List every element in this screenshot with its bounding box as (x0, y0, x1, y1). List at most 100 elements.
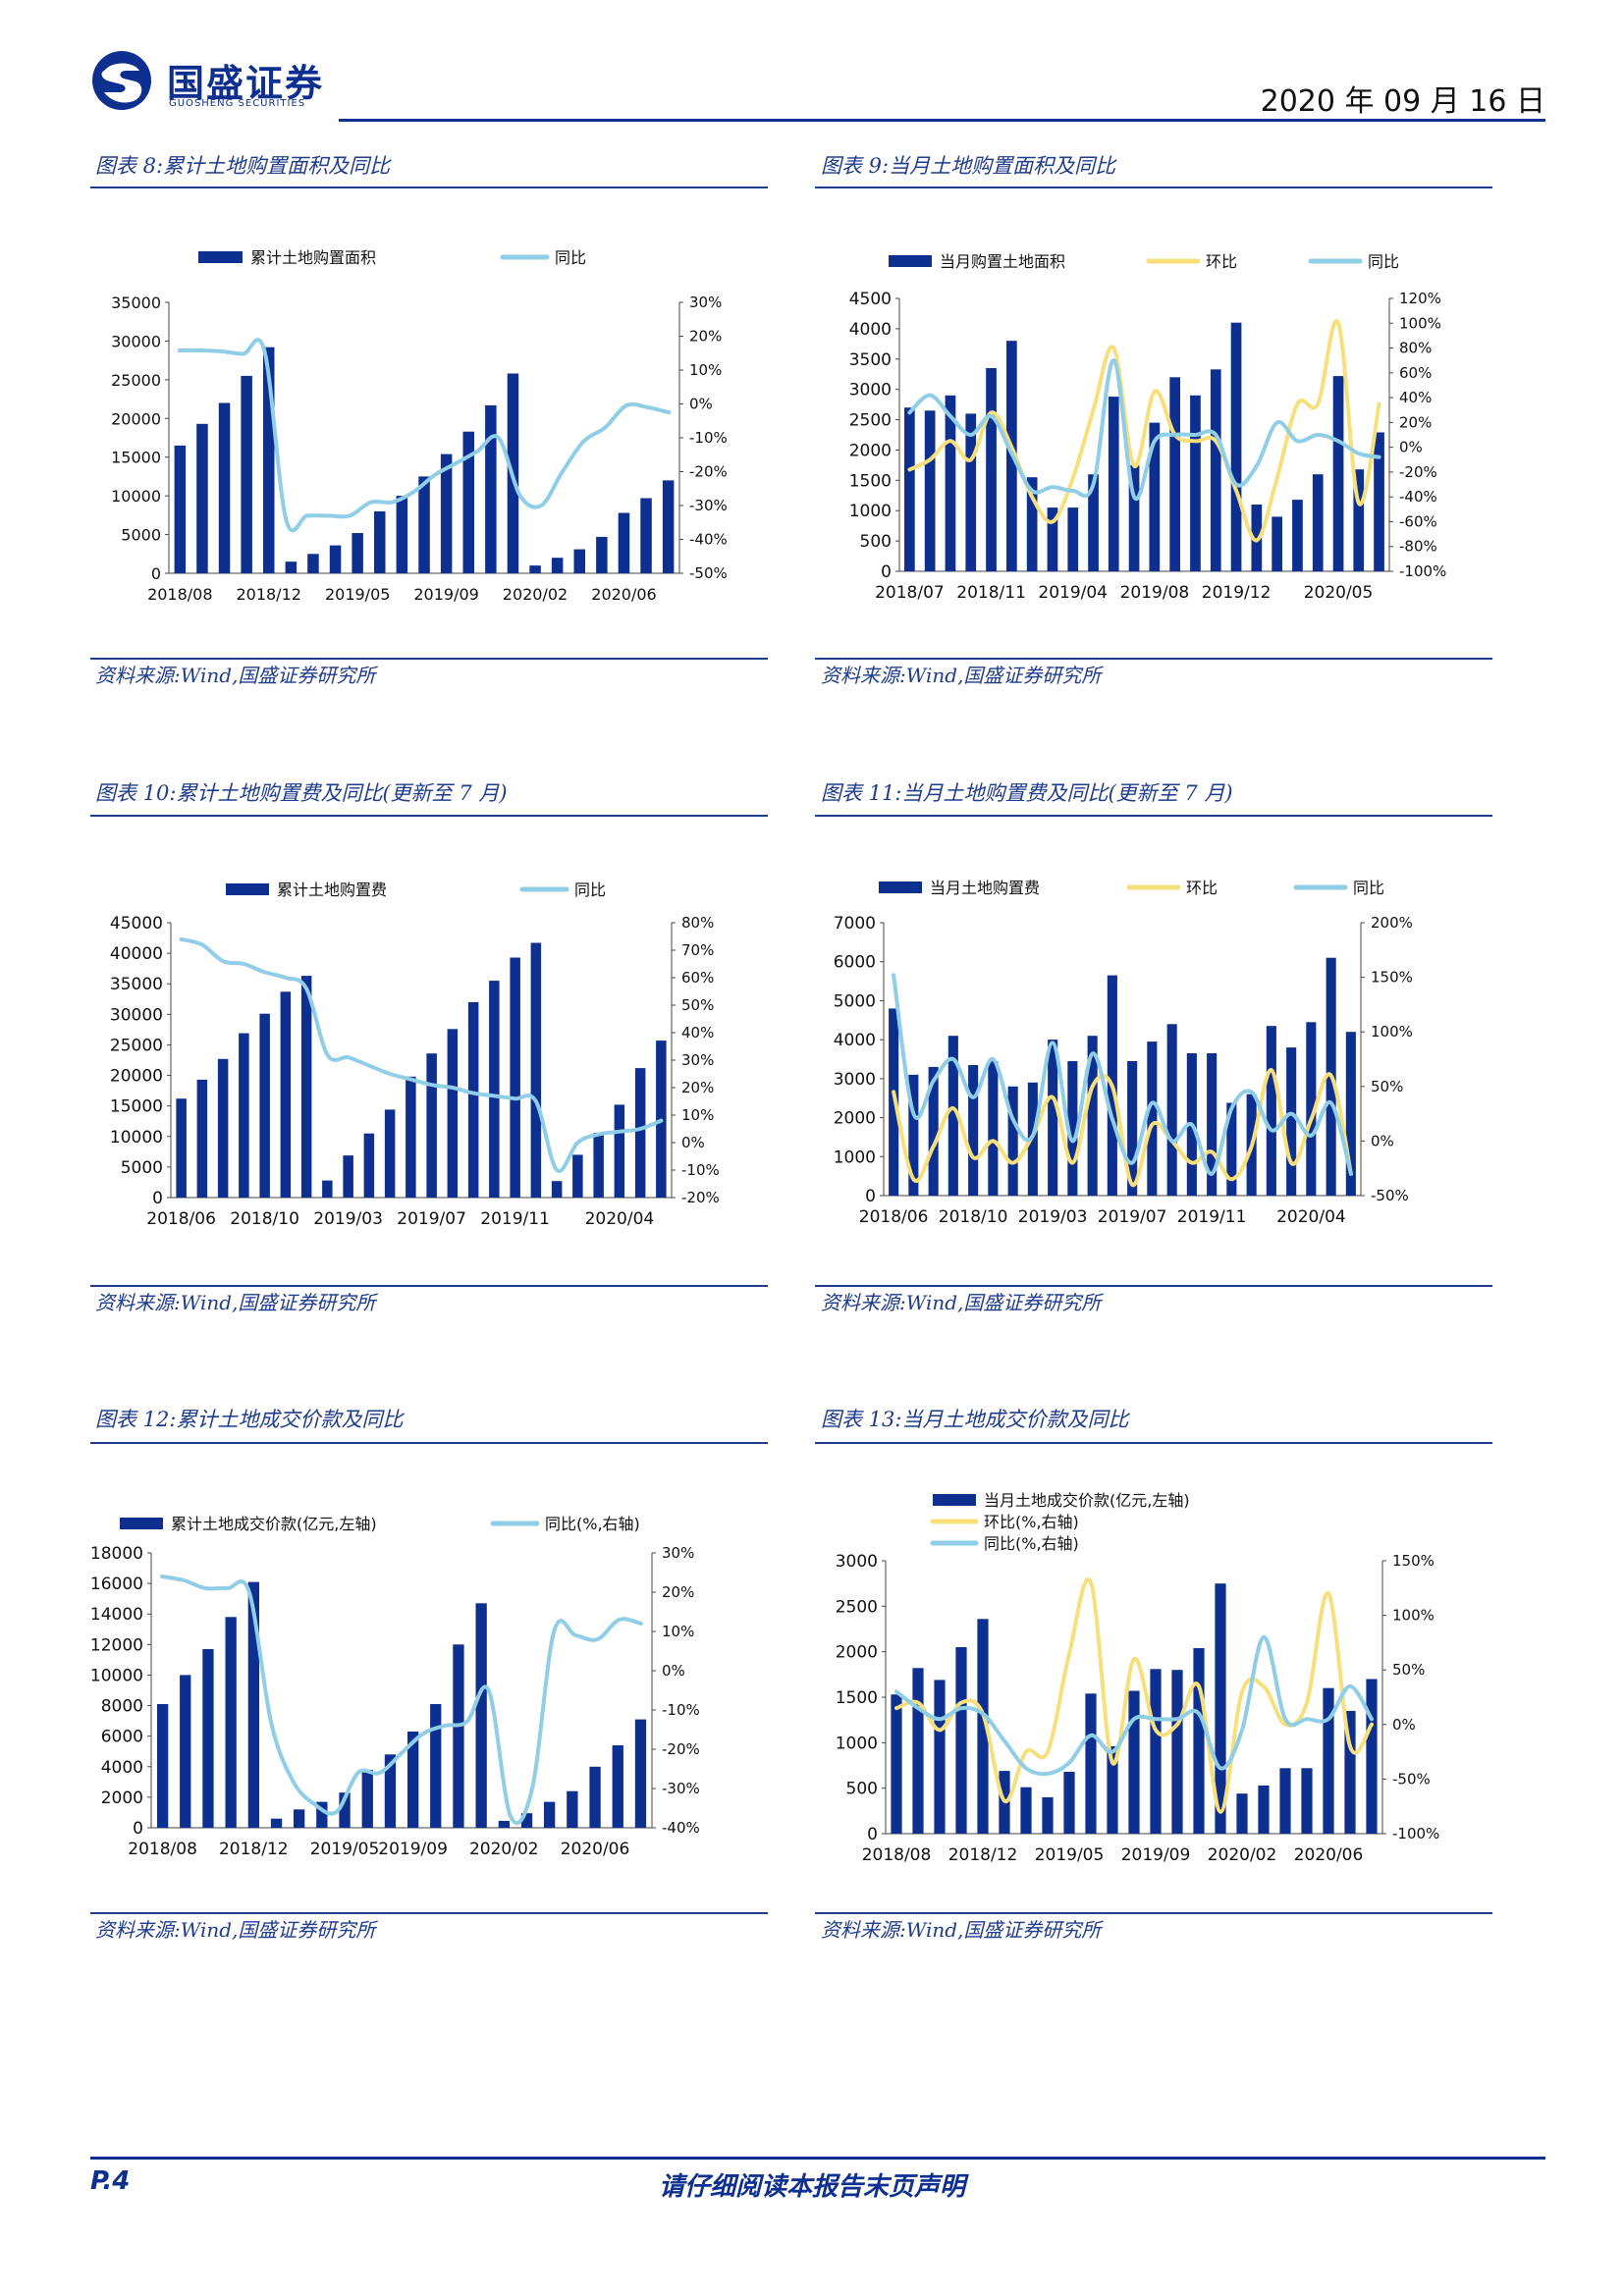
bar (1279, 1768, 1291, 1834)
y-right-tick-label: 40% (1399, 389, 1432, 406)
header-divider (339, 119, 1545, 122)
y-right-tick-label: 100% (1392, 1607, 1435, 1625)
y-left-tick-label: 2500 (836, 1597, 878, 1617)
bar (618, 512, 630, 573)
y-left-tick-label: 10000 (90, 1666, 143, 1685)
bar (1020, 1787, 1032, 1834)
chart-land-fee-monthly: 0 1000 2000 3000 4000 5000 6000 7000 -50% 0% 50% 10… (834, 879, 1413, 1227)
bar (1266, 1026, 1276, 1196)
y-right-tick-label: 10% (689, 361, 722, 379)
y-left-tick-label: 2000 (101, 1789, 143, 1808)
bar (1128, 1690, 1140, 1834)
y-right-tick-label: 50% (1371, 1078, 1403, 1095)
series-line-mom (892, 1068, 1353, 1187)
bar (343, 1155, 353, 1198)
y-left-tick-label: 0 (152, 1189, 163, 1208)
x-tick-label: 2019/07 (1098, 1207, 1167, 1227)
bar (440, 454, 453, 573)
bar (1332, 376, 1344, 571)
bar (1171, 1670, 1183, 1834)
x-tick-label: 2020/04 (585, 1209, 655, 1229)
y-right-tick-label: -10% (689, 429, 728, 447)
bar (1210, 369, 1221, 571)
x-tick-label: 2019/09 (1121, 1845, 1191, 1865)
y-left-tick-label: 30000 (110, 1005, 163, 1025)
chart-source-rule-11 (815, 1285, 1492, 1287)
bar (1312, 474, 1324, 571)
bar (307, 554, 319, 573)
series-line-mom (894, 1577, 1374, 1814)
y-left-tick-label: 1000 (836, 1734, 878, 1753)
y-left-tick-label: 16000 (90, 1575, 143, 1594)
y-right-tick-label: 0% (1371, 1132, 1394, 1149)
y-right-tick-label: -100% (1399, 562, 1446, 580)
y-left-tick-label: 40000 (110, 944, 163, 964)
y-left-tick-label: 6000 (834, 953, 876, 973)
legend-label: 同比 (574, 881, 606, 899)
company-logo-icon (92, 51, 151, 110)
x-tick-label: 2018/08 (862, 1845, 932, 1865)
bar (977, 1619, 989, 1834)
y-left-tick-label: 0 (881, 562, 892, 582)
y-left-tick-label: 0 (865, 1187, 876, 1206)
y-right-tick-label: 0% (662, 1662, 685, 1680)
bar (530, 942, 542, 1198)
footer-divider (90, 2157, 1545, 2160)
bar (634, 1068, 646, 1198)
bar (426, 1053, 437, 1198)
y-left-tick-label: 15000 (110, 1097, 163, 1117)
bar (1067, 507, 1079, 571)
bar (447, 1029, 459, 1198)
series-line-mom (907, 319, 1381, 543)
y-left-tick-label: 3000 (836, 1552, 878, 1572)
bar (1190, 395, 1201, 571)
legend-label: 同比 (1353, 879, 1384, 897)
bar (1149, 422, 1161, 571)
bar (218, 402, 231, 573)
series-line-yoy (892, 973, 1353, 1176)
bar (1323, 1687, 1334, 1834)
y-right-tick-label: -20% (689, 463, 728, 481)
y-right-tick-label: 100% (1371, 1023, 1413, 1041)
x-tick-label: 2019/11 (480, 1209, 550, 1229)
y-left-tick-label: 2000 (834, 1109, 876, 1129)
bar (241, 375, 252, 573)
x-tick-label: 2018/06 (146, 1209, 216, 1229)
y-right-tick-label: -10% (681, 1161, 720, 1179)
y-left-tick-label: 4000 (834, 1031, 876, 1050)
bar (406, 1076, 416, 1198)
chart-title-rule-8 (90, 187, 768, 188)
company-name: 国盛证券 (167, 62, 325, 105)
legend-label: 环比(%,右轴) (984, 1513, 1079, 1531)
series-line-yoy (160, 1575, 643, 1826)
bar (662, 480, 675, 573)
bar (614, 1104, 625, 1198)
company-logo: 国盛证券 GUOSHENG SECURITIES (90, 49, 346, 118)
bar (1306, 1022, 1317, 1196)
bar (1085, 1693, 1097, 1834)
bar (157, 1704, 169, 1828)
x-tick-label: 2018/10 (939, 1207, 1008, 1227)
bar (912, 1668, 924, 1834)
y-right-tick-label: 30% (689, 294, 722, 311)
y-left-tick-label: 3000 (834, 1070, 876, 1090)
x-tick-label: 2020/02 (503, 585, 568, 604)
y-right-tick-label: -20% (662, 1740, 700, 1758)
chart-source-rule-12 (90, 1912, 768, 1914)
y-right-tick-label: 60% (681, 969, 714, 987)
y-right-tick-label: 20% (689, 328, 722, 346)
bar (924, 410, 936, 571)
y-right-tick-label: 10% (662, 1623, 694, 1640)
x-tick-label: 2018/12 (236, 585, 300, 604)
x-tick-label: 2018/12 (219, 1840, 289, 1859)
x-tick-label: 2020/02 (1208, 1845, 1277, 1865)
bar (1007, 1086, 1018, 1196)
y-right-tick-label: 0% (689, 396, 713, 413)
bar (259, 1013, 270, 1198)
x-tick-label: 2019/09 (378, 1840, 448, 1859)
x-tick-label: 2019/07 (397, 1209, 466, 1229)
y-left-tick-label: 1500 (849, 471, 892, 491)
bar (300, 976, 312, 1198)
bar (453, 1644, 464, 1828)
bar (1063, 1772, 1075, 1834)
